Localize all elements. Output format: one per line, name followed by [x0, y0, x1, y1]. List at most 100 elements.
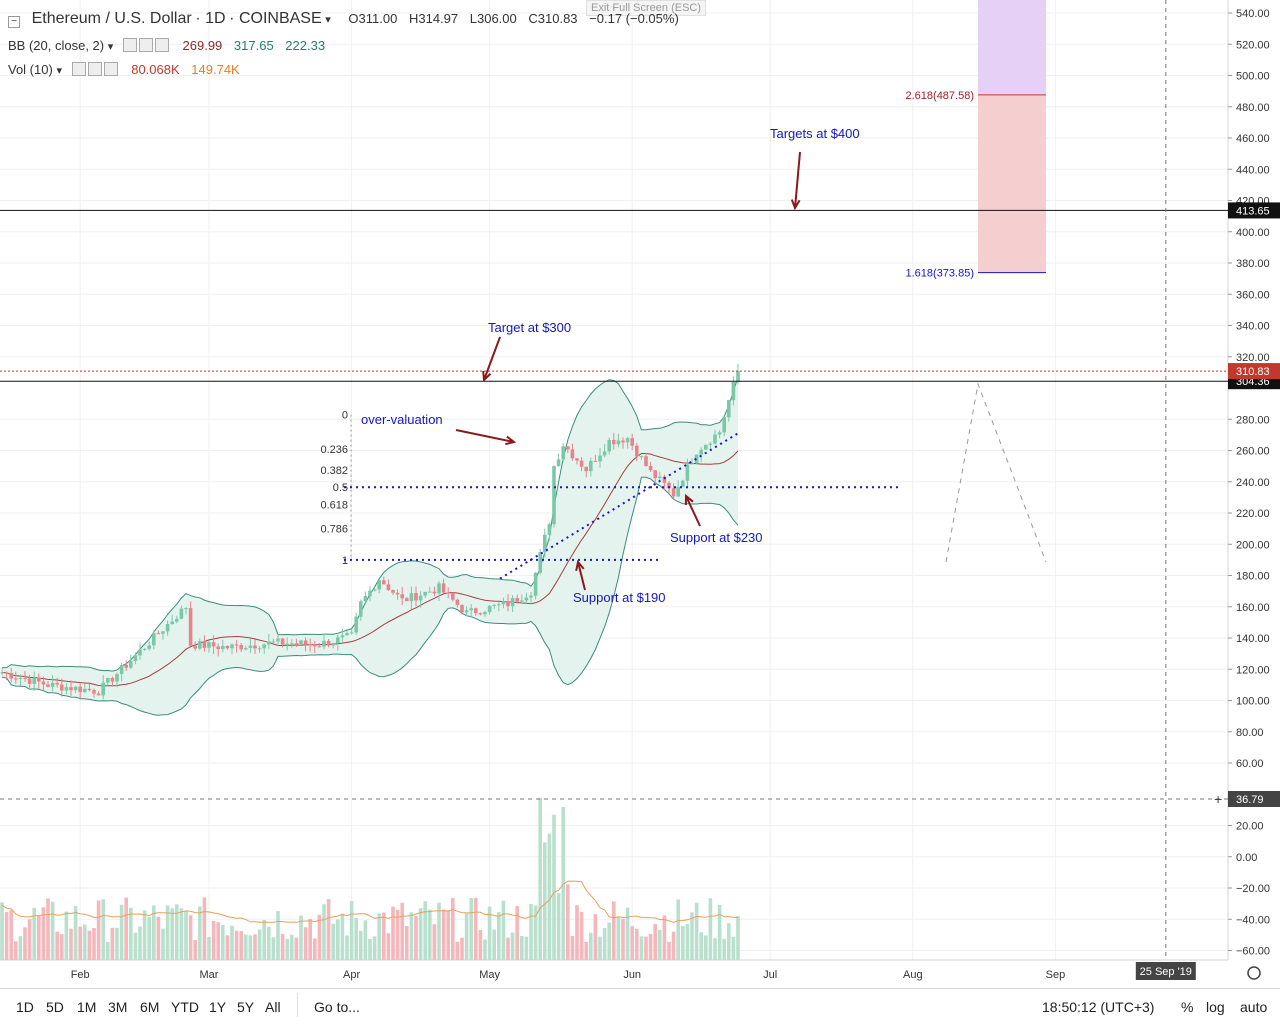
volume-bar — [179, 908, 184, 960]
y-tick-label: 240.00 — [1236, 477, 1270, 489]
y-tick-label: 220.00 — [1236, 508, 1270, 520]
chevron-down-icon[interactable]: ▾ — [56, 65, 62, 77]
auto-toggle[interactable]: auto — [1240, 999, 1268, 1015]
volume-bar — [432, 924, 437, 960]
candle-body — [556, 459, 561, 467]
volume-bar — [188, 915, 193, 960]
ohlc-high: H314.97 — [408, 11, 459, 26]
volume-bar — [529, 903, 533, 960]
ohlc-open: O311.00 — [348, 11, 398, 26]
volume-bar — [359, 930, 363, 960]
y-tick-label: 520.00 — [1236, 39, 1270, 51]
annotation-label: over-valuation — [361, 412, 443, 427]
bb-label[interactable]: BB (20, close, 2) — [8, 38, 105, 53]
volume-bar — [170, 908, 174, 960]
percent-toggle[interactable]: % — [1181, 999, 1194, 1015]
x-tick-label: Jun — [623, 969, 641, 981]
volume-bar — [267, 926, 271, 960]
settings-icon[interactable] — [87, 62, 102, 76]
candle-body — [506, 601, 510, 607]
candle-body — [308, 644, 312, 646]
range-1y[interactable]: 1Y — [209, 999, 227, 1015]
candle-body — [483, 612, 487, 615]
candle-body — [377, 580, 381, 590]
bb-fill — [2, 376, 738, 716]
annotation-arrow — [483, 336, 501, 381]
close-icon[interactable] — [154, 38, 169, 52]
candle-body — [322, 640, 326, 647]
arrow-head — [790, 199, 801, 211]
candle-body — [110, 677, 115, 682]
candle-body — [18, 677, 23, 679]
range-ytd[interactable]: YTD — [171, 999, 199, 1015]
exchange-label[interactable]: COINBASE — [238, 10, 322, 27]
annotation-arrow — [577, 561, 586, 591]
candle-body — [73, 686, 78, 691]
settings-icon[interactable] — [1247, 966, 1261, 980]
candle-body — [124, 664, 128, 668]
volume-bar — [736, 915, 740, 960]
annotation-label: Support at $230 — [670, 530, 763, 545]
volume-bar — [262, 920, 266, 960]
settings-icon[interactable] — [138, 38, 153, 52]
candle-body — [543, 534, 547, 553]
candle-body — [520, 600, 524, 602]
volume-bar — [50, 901, 55, 960]
exit-fullscreen-button[interactable]: Exit Full Screen (ESC) — [586, 0, 707, 16]
candle-body — [639, 456, 644, 458]
candle-body — [708, 443, 713, 445]
candle-body — [570, 449, 575, 459]
chevron-down-icon[interactable]: ▾ — [107, 41, 114, 53]
range-5d[interactable]: 5D — [46, 999, 64, 1015]
volume-bar — [101, 899, 105, 960]
candle-body — [101, 682, 105, 696]
range-3m[interactable]: 3M — [108, 999, 128, 1015]
fib-extension-zone: 2.618(487.58) 1.618(373.85) — [906, 0, 1046, 280]
visibility-icon[interactable] — [71, 62, 86, 76]
goto-button[interactable]: Go to... — [314, 999, 360, 1015]
volume-bar — [377, 913, 381, 960]
volume-bar — [635, 928, 639, 960]
range-6m[interactable]: 6M — [140, 999, 160, 1015]
range-5y[interactable]: 5Y — [237, 999, 255, 1015]
volume-bar — [276, 911, 280, 960]
range-all[interactable]: All — [265, 999, 281, 1015]
volume-bar — [211, 920, 216, 960]
collapse-icon[interactable]: − — [8, 16, 20, 28]
vol-legend: Vol (10) ▾ 80.068K 149.74K — [8, 62, 240, 77]
volume-bar — [253, 934, 257, 960]
symbol-title[interactable]: Ethereum / U.S. Dollar — [31, 10, 192, 27]
candle-body — [147, 645, 151, 649]
arrow-head — [684, 493, 694, 506]
x-tick-label: Jul — [763, 969, 777, 981]
volume-bar — [639, 936, 644, 960]
chevron-down-icon[interactable]: ▾ — [325, 14, 331, 26]
candle-body — [55, 682, 59, 685]
candle-body — [529, 595, 533, 598]
vol-label[interactable]: Vol (10) — [8, 62, 53, 77]
range-1d[interactable]: 1D — [16, 999, 34, 1015]
bb-basis-value: 269.99 — [182, 38, 223, 53]
volume-bar — [501, 900, 506, 960]
annotation-arrow — [455, 429, 515, 443]
range-1m[interactable]: 1M — [77, 999, 97, 1015]
volume-bar — [83, 924, 87, 960]
candle-body — [455, 599, 460, 605]
candle-body — [671, 488, 676, 497]
candle-body — [561, 446, 565, 460]
bb-basis — [1, 450, 739, 687]
close-icon[interactable] — [103, 62, 118, 76]
y-tick-label: 460.00 — [1236, 133, 1270, 145]
log-toggle[interactable]: log — [1206, 999, 1225, 1015]
candle-body — [4, 672, 9, 674]
volume-bar — [345, 935, 349, 960]
volume-bar — [395, 909, 400, 960]
interval-label[interactable]: 1D — [205, 10, 226, 27]
volume-bar — [704, 935, 708, 960]
candle-body — [41, 681, 46, 685]
volume-bar — [87, 930, 92, 960]
visibility-icon[interactable] — [122, 38, 137, 52]
volume-bar — [216, 922, 220, 960]
candle-body — [552, 466, 556, 525]
